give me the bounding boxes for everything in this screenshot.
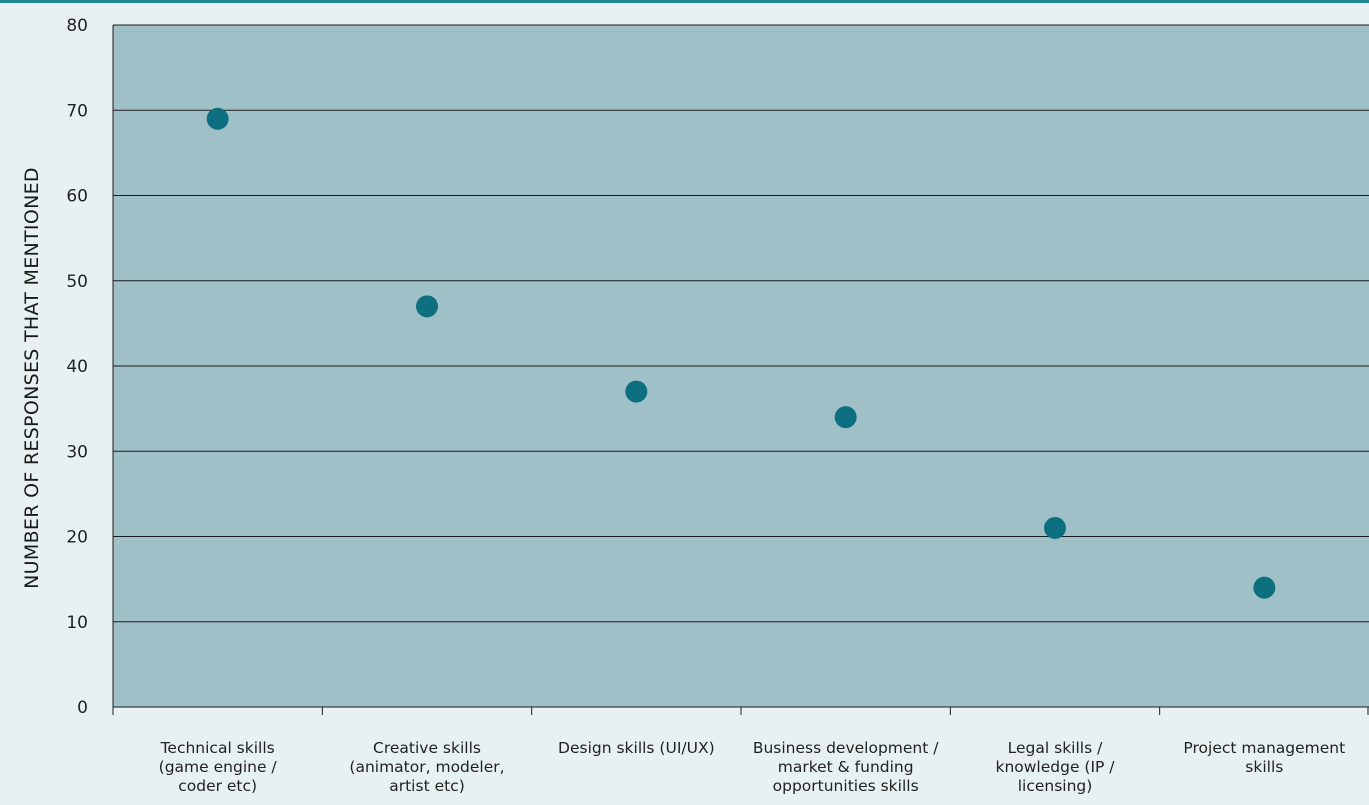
y-tick-label-70: 70	[66, 101, 88, 121]
x-category-label-2: Design skills (UI/UX)	[558, 739, 715, 757]
x-category-label-line: coder etc)	[178, 777, 257, 795]
y-axis-title: NUMBER OF RESPONSES THAT MENTIONED	[21, 167, 43, 589]
x-category-label-line: Creative skills	[373, 739, 481, 757]
x-category-label-line: licensing)	[1018, 777, 1093, 795]
x-category-label-1: Creative skills (animator, modeler, artist…	[349, 739, 504, 795]
y-tick-label-20: 20	[66, 528, 88, 548]
top-accent-rule	[0, 0, 1369, 3]
data-point-3	[834, 406, 857, 429]
y-tick-label-80: 80	[66, 16, 88, 36]
x-category-label-line: artist etc)	[389, 777, 465, 795]
y-tick-label-0: 0	[77, 698, 88, 718]
data-point-2	[625, 380, 648, 403]
x-category-label-line: Legal skills /	[1008, 739, 1103, 757]
x-category-label-4: Legal skills / knowledge (IP / licensing)	[995, 739, 1115, 795]
x-axis-ticks	[112, 707, 1369, 715]
x-category-label-line: Project management	[1183, 739, 1345, 757]
y-tick-label-60: 60	[66, 187, 88, 207]
x-category-label-line: Business development /	[753, 739, 939, 757]
y-tick-label-30: 30	[66, 442, 88, 462]
y-axis-tick-labels: 0 10 20 30 40 50 60 70 80	[66, 16, 88, 718]
x-category-label-5: Project management skills	[1183, 739, 1345, 776]
x-category-label-3: Business development / market & funding op…	[753, 739, 939, 795]
x-category-label-line: opportunities skills	[773, 777, 919, 795]
data-points	[206, 107, 1276, 599]
gridlines	[112, 24, 1369, 708]
x-category-label-line: Technical skills	[160, 739, 275, 757]
x-axis-category-labels: Technical skills (game engine / coder etc)…	[159, 739, 1346, 795]
x-category-label-line: (animator, modeler,	[349, 758, 504, 776]
x-category-label-line: (game engine /	[159, 758, 278, 776]
data-point-1	[416, 295, 438, 318]
data-point-4	[1044, 516, 1066, 539]
y-tick-label-50: 50	[66, 272, 88, 292]
x-category-label-line: Design skills (UI/UX)	[558, 739, 715, 757]
x-category-label-0: Technical skills (game engine / coder etc)	[159, 739, 278, 795]
y-tick-label-10: 10	[66, 613, 88, 633]
data-point-0	[206, 107, 229, 130]
data-point-5	[1253, 576, 1276, 599]
y-tick-label-40: 40	[66, 357, 88, 377]
x-category-label-line: skills	[1245, 758, 1283, 776]
x-category-label-line: knowledge (IP /	[995, 758, 1115, 776]
x-category-label-line: market & funding	[778, 758, 914, 776]
